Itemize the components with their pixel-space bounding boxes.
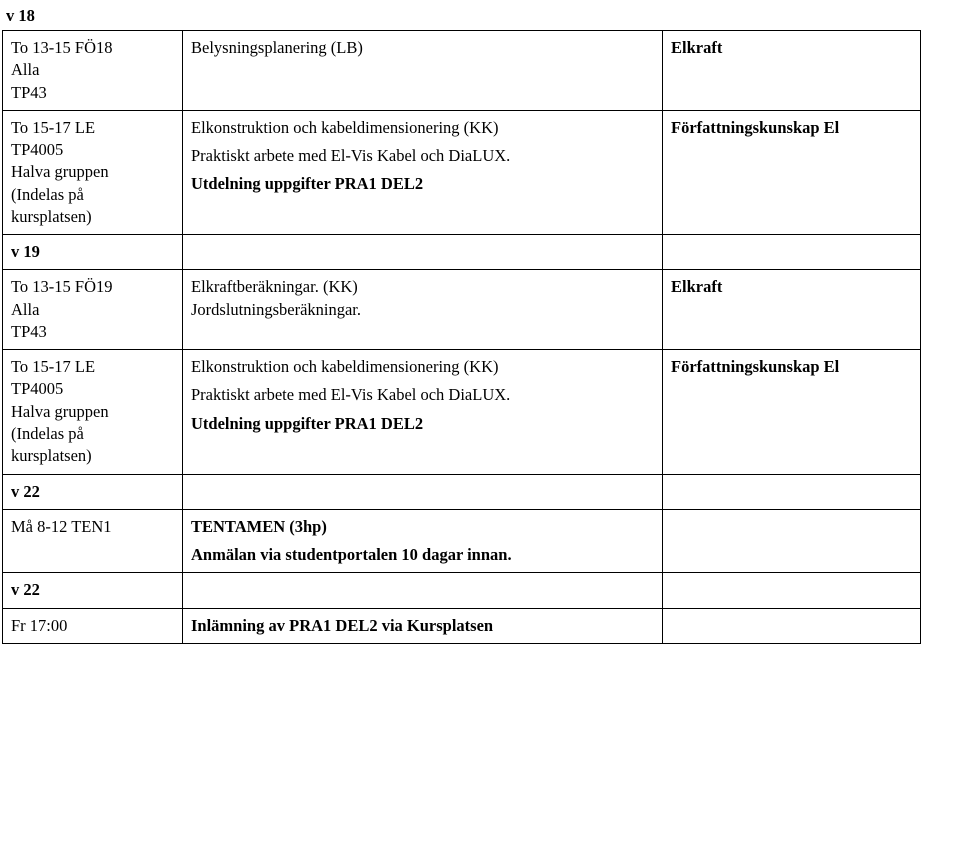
page-container: v 18 To 13-15 FÖ18 Alla TP43 Belysningsp… xyxy=(0,0,960,850)
cell-line: Jordslutningsberäkningar. xyxy=(191,299,654,321)
cell-activity: Elkonstruktion och kabeldimensionering (… xyxy=(183,110,663,234)
table-row: To 13-15 FÖ18 Alla TP43 Belysningsplaner… xyxy=(3,31,921,111)
cell-line: To 13-15 FÖ18 xyxy=(11,37,174,59)
schedule-table: To 13-15 FÖ18 Alla TP43 Belysningsplaner… xyxy=(2,30,921,644)
cell-line: Praktiskt arbete med El-Vis Kabel och Di… xyxy=(191,145,654,167)
cell-text: Författningskunskap El xyxy=(671,118,839,137)
cell-activity: Elkonstruktion och kabeldimensionering (… xyxy=(183,350,663,474)
cell-line: TP4005 xyxy=(11,378,174,400)
table-row: To 13-15 FÖ19 Alla TP43 Elkraftberäkning… xyxy=(3,270,921,350)
cell-time-slot: To 15-17 LE TP4005 Halva gruppen (Indela… xyxy=(3,350,183,474)
cell-time-slot: Fr 17:00 xyxy=(3,608,183,643)
cell-line: Halva gruppen xyxy=(11,401,174,423)
cell-line: TP4005 xyxy=(11,139,174,161)
cell-line: Alla xyxy=(11,299,174,321)
cell-time-slot: To 13-15 FÖ19 Alla TP43 xyxy=(3,270,183,350)
cell-line: Elkraftberäkningar. (KK) xyxy=(191,276,654,298)
cell-week: v 19 xyxy=(3,235,183,270)
cell-line: Alla xyxy=(11,59,174,81)
cell-empty xyxy=(183,235,663,270)
cell-line: kursplatsen) xyxy=(11,206,174,228)
cell-text: v 19 xyxy=(11,242,40,261)
cell-line: To 13-15 FÖ19 xyxy=(11,276,174,298)
cell-line: Anmälan via studentportalen 10 dagar inn… xyxy=(191,544,654,566)
cell-text: Elkraft xyxy=(671,38,722,57)
table-row: Fr 17:00 Inlämning av PRA1 DEL2 via Kurs… xyxy=(3,608,921,643)
cell-line: (Indelas på xyxy=(11,423,174,445)
cell-line: kursplatsen) xyxy=(11,445,174,467)
cell-empty xyxy=(663,573,921,608)
cell-empty xyxy=(663,509,921,573)
table-row: v 22 xyxy=(3,573,921,608)
table-row: v 19 xyxy=(3,235,921,270)
cell-activity: TENTAMEN (3hp) Anmälan via studentportal… xyxy=(183,509,663,573)
cell-line: To 15-17 LE xyxy=(11,356,174,378)
cell-week: v 22 xyxy=(3,573,183,608)
cell-activity: Belysningsplanering (LB) xyxy=(183,31,663,111)
cell-empty xyxy=(663,474,921,509)
table-row: v 22 xyxy=(3,474,921,509)
cell-text: Inlämning av PRA1 DEL2 via Kursplatsen xyxy=(191,616,493,635)
table-row: To 15-17 LE TP4005 Halva gruppen (Indela… xyxy=(3,110,921,234)
cell-activity: Inlämning av PRA1 DEL2 via Kursplatsen xyxy=(183,608,663,643)
cell-line: Praktiskt arbete med El-Vis Kabel och Di… xyxy=(191,384,654,406)
table-row: To 15-17 LE TP4005 Halva gruppen (Indela… xyxy=(3,350,921,474)
cell-text: Elkraft xyxy=(671,277,722,296)
cell-line: Utdelning uppgifter PRA1 DEL2 xyxy=(191,173,654,195)
cell-line: (Indelas på xyxy=(11,184,174,206)
cell-text: Fr 17:00 xyxy=(11,616,67,635)
cell-course: Författningskunskap El xyxy=(663,350,921,474)
table-row: Må 8-12 TEN1 TENTAMEN (3hp) Anmälan via … xyxy=(3,509,921,573)
cell-line: Elkonstruktion och kabeldimensionering (… xyxy=(191,356,654,378)
cell-text: Författningskunskap El xyxy=(671,357,839,376)
cell-week: v 22 xyxy=(3,474,183,509)
cell-time-slot: Må 8-12 TEN1 xyxy=(3,509,183,573)
cell-line: Halva gruppen xyxy=(11,161,174,183)
cell-empty xyxy=(183,573,663,608)
cell-line: Elkonstruktion och kabeldimensionering (… xyxy=(191,117,654,139)
cell-text: Må 8-12 TEN1 xyxy=(11,517,112,536)
cell-course: Författningskunskap El xyxy=(663,110,921,234)
cell-course: Elkraft xyxy=(663,31,921,111)
cell-line: Utdelning uppgifter PRA1 DEL2 xyxy=(191,413,654,435)
cell-line: To 15-17 LE xyxy=(11,117,174,139)
cell-text: Belysningsplanering (LB) xyxy=(191,38,363,57)
cell-text: v 22 xyxy=(11,482,40,501)
cell-line: TP43 xyxy=(11,321,174,343)
cell-line: TP43 xyxy=(11,82,174,104)
cell-empty xyxy=(663,235,921,270)
cell-course: Elkraft xyxy=(663,270,921,350)
cell-activity: Elkraftberäkningar. (KK) Jordslutningsbe… xyxy=(183,270,663,350)
cell-time-slot: To 15-17 LE TP4005 Halva gruppen (Indela… xyxy=(3,110,183,234)
cell-line: TENTAMEN (3hp) xyxy=(191,516,654,538)
cell-empty xyxy=(663,608,921,643)
cell-empty xyxy=(183,474,663,509)
cell-text: v 22 xyxy=(11,580,40,599)
page-heading: v 18 xyxy=(0,0,960,30)
cell-time-slot: To 13-15 FÖ18 Alla TP43 xyxy=(3,31,183,111)
